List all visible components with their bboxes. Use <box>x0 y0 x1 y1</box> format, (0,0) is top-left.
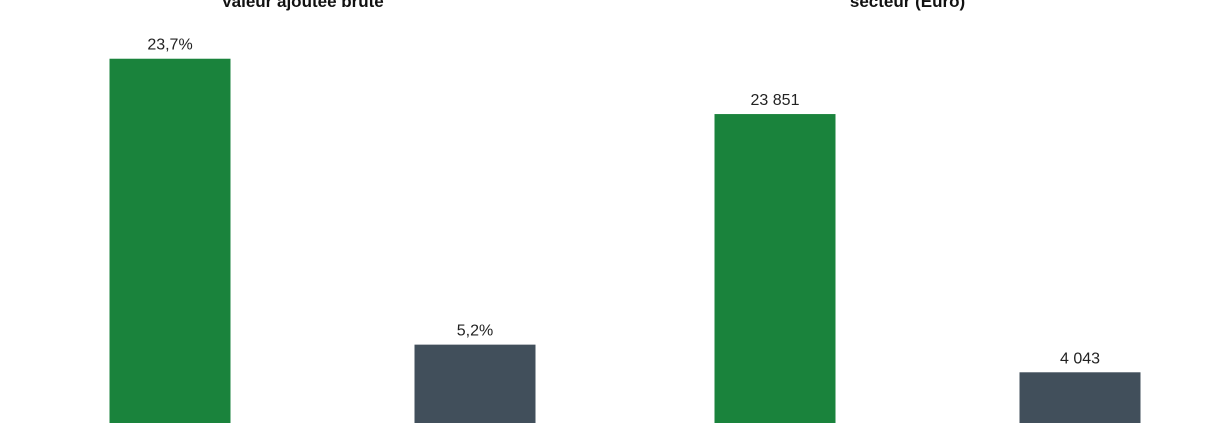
data-label-left-1: 23,7% <box>147 37 192 54</box>
bar-left-2 <box>414 344 536 423</box>
bar-right-1 <box>714 114 836 423</box>
data-label-right-2: 4 043 <box>1060 350 1100 367</box>
data-label-right-1: 23 851 <box>751 92 800 109</box>
chart-title-left: Valeur ajoutée brute <box>221 0 384 11</box>
chart-panel-left: Valeur ajoutée brute 23,7% 5,2% <box>109 0 536 423</box>
bar-left-1 <box>109 58 231 423</box>
chart-title-right: secteur (Euro) <box>849 0 966 11</box>
chart-panel-right: secteur (Euro) 23 851 4 043 <box>605 0 1210 423</box>
bar-chart-right: 23 851 4 043 <box>714 92 1141 423</box>
data-label-left-2: 5,2% <box>457 323 493 340</box>
bar-chart-left: 23,7% 5,2% <box>109 37 536 423</box>
bar-right-2 <box>1019 372 1141 423</box>
